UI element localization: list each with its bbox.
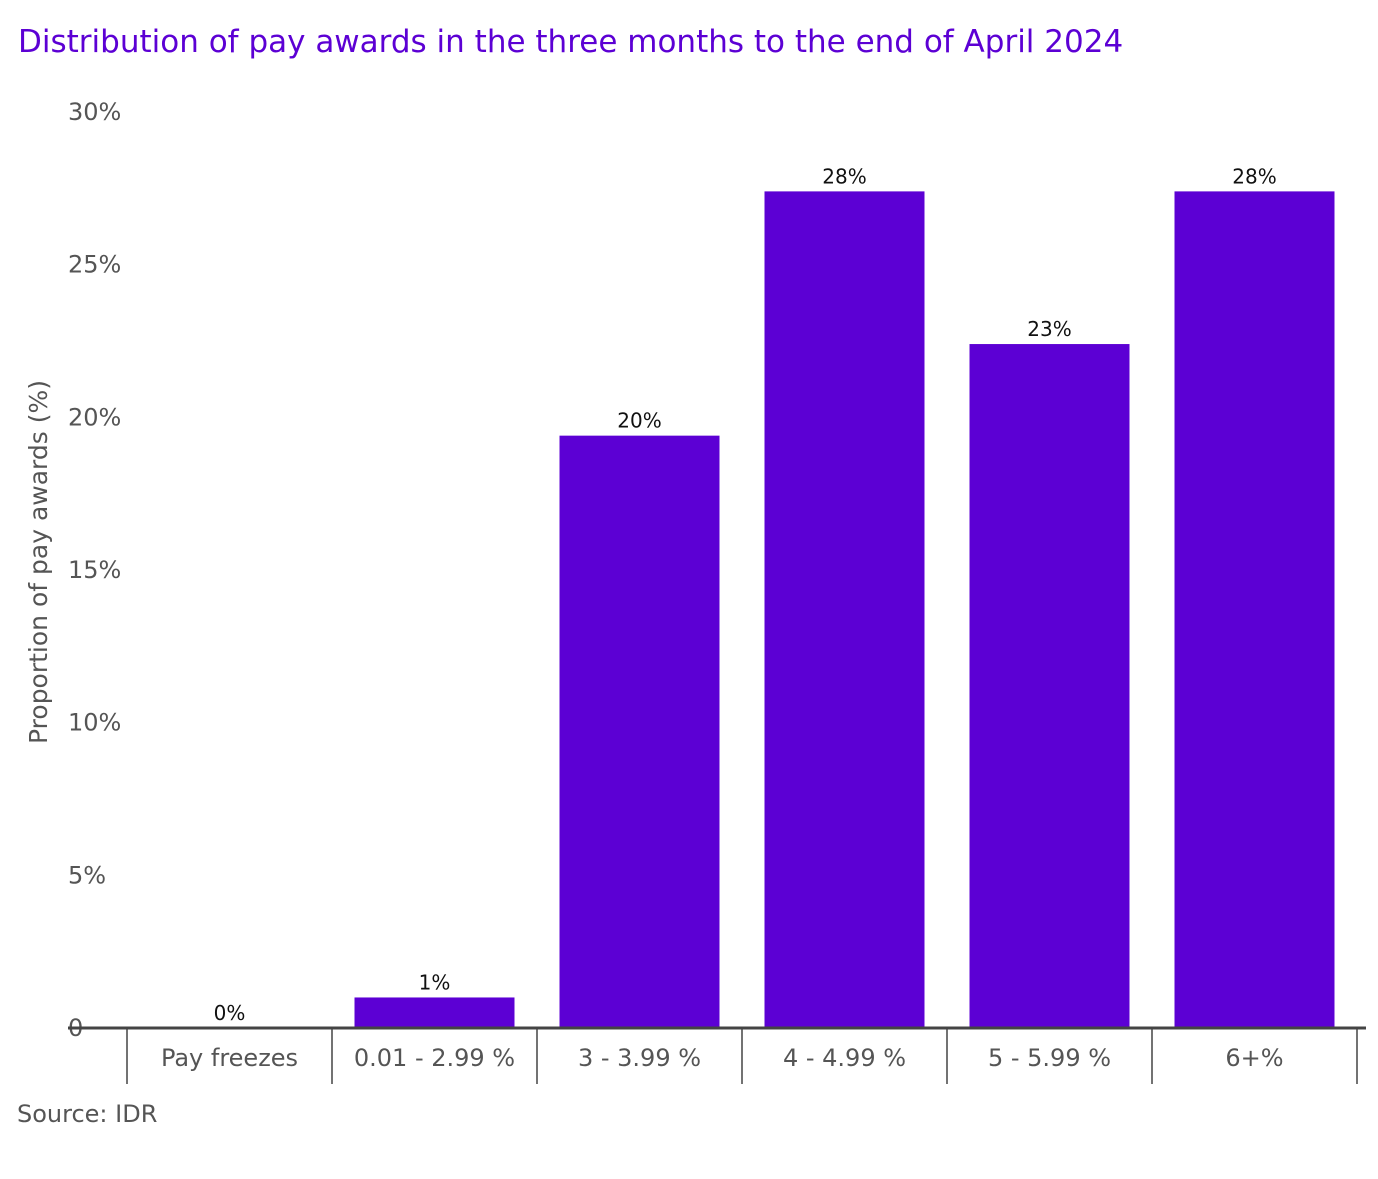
source-note: Source: IDR [17, 1100, 158, 1128]
x-category-label: 4 - 4.99 % [783, 1044, 906, 1072]
y-tick-label: 30% [68, 98, 121, 126]
y-tick-label: 20% [68, 403, 121, 431]
x-category-label: 3 - 3.99 % [578, 1044, 701, 1072]
y-axis-title: Proportion of pay awards (%) [24, 380, 53, 744]
bar [969, 344, 1130, 1028]
data-label: 0% [214, 1001, 246, 1025]
data-label: 28% [822, 164, 866, 188]
y-axis-ticks: 05%10%15%20%25%30% [68, 98, 121, 1042]
x-category-label: Pay freezes [161, 1044, 298, 1072]
x-category-label: 5 - 5.99 % [988, 1044, 1111, 1072]
x-axis [68, 1026, 1366, 1084]
chart-title: Distribution of pay awards in the three … [18, 24, 1124, 60]
bars [354, 191, 1335, 1029]
y-tick-label: 5% [68, 861, 106, 889]
data-label: 28% [1232, 164, 1276, 188]
y-tick-label: 10% [68, 709, 121, 737]
bar [354, 997, 515, 1028]
y-tick-label: 15% [68, 556, 121, 584]
x-category-label: 0.01 - 2.99 % [354, 1044, 515, 1072]
data-label: 1% [419, 970, 451, 994]
bar [559, 435, 720, 1028]
x-category-label: 6+% [1225, 1044, 1283, 1072]
bar [764, 191, 925, 1029]
x-axis-category-labels: Pay freezes 0.01 - 2.99 % 3 - 3.99 % 4 - 4.… [161, 1044, 1284, 1072]
data-labels: 0% 1% 20% 28% 23% 28% [214, 164, 1277, 1025]
y-tick-label: 25% [68, 251, 121, 279]
data-label: 20% [617, 409, 661, 433]
bar [1174, 191, 1335, 1029]
data-label: 23% [1027, 317, 1071, 341]
